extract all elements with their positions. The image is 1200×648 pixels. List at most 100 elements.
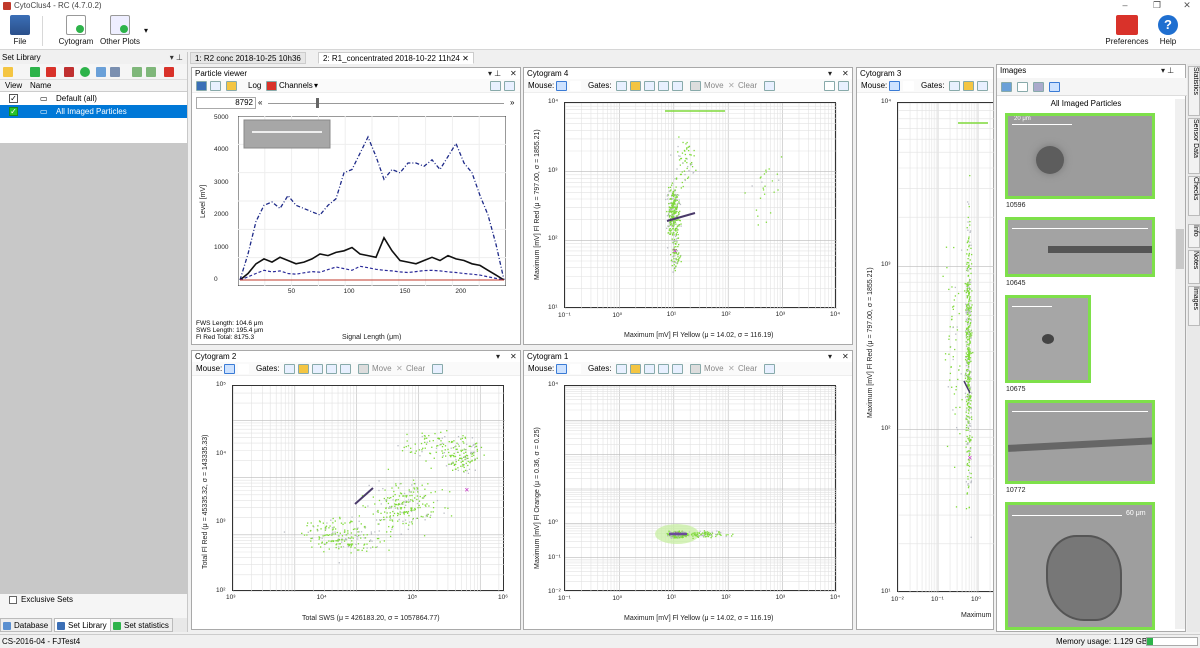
particle-slider[interactable] <box>268 103 504 104</box>
cytogram-button[interactable]: Cytogram <box>56 15 96 46</box>
rectangle-gate-icon[interactable] <box>949 81 960 91</box>
clear-button[interactable]: Clear <box>738 364 758 373</box>
move-down-icon[interactable] <box>146 67 156 77</box>
images-scrollbar[interactable] <box>1175 99 1185 629</box>
log-toggle[interactable]: Log <box>248 81 262 90</box>
panel-menu-icon[interactable]: ▾ <box>828 352 833 361</box>
zoom-icon[interactable] <box>238 364 249 374</box>
set-row-default[interactable]: ✓ ▭ Default (all) <box>9 94 97 103</box>
polygon-gate-icon[interactable] <box>644 81 655 91</box>
freehand-gate-icon[interactable] <box>630 364 641 374</box>
cytogram-2-plot[interactable]: × <box>232 385 505 593</box>
new-set-icon[interactable] <box>3 67 13 77</box>
cytogram-4-plot[interactable]: × <box>564 102 838 310</box>
view-checkbox[interactable]: ✓ <box>9 107 18 116</box>
zoom-icon[interactable] <box>570 81 581 91</box>
range-gate-icon[interactable] <box>672 81 683 91</box>
range-gate-icon[interactable] <box>340 364 351 374</box>
range-gate-icon[interactable] <box>672 364 683 374</box>
list-icon[interactable] <box>110 67 120 77</box>
clear-button[interactable]: Clear <box>738 81 758 90</box>
move-icon[interactable] <box>690 364 701 374</box>
export-icon[interactable] <box>764 81 775 91</box>
file-button[interactable]: File <box>6 15 34 46</box>
print-icon[interactable] <box>210 81 221 91</box>
color-icon[interactable] <box>164 67 174 77</box>
tab-set-library[interactable]: Set Library <box>54 618 111 632</box>
particle-image-10675[interactable] <box>1005 295 1091 383</box>
particle-image-5[interactable]: 60 μm <box>1005 502 1155 630</box>
pointer-icon[interactable] <box>556 81 567 91</box>
polygon-gate-icon[interactable] <box>644 364 655 374</box>
pointer-icon[interactable] <box>224 364 235 374</box>
move-button[interactable]: Move <box>704 364 724 373</box>
signal-plot[interactable] <box>237 115 507 287</box>
channels-menu[interactable]: Channels <box>279 81 313 90</box>
export-icon[interactable] <box>432 364 443 374</box>
particle-image-10645[interactable] <box>1005 217 1155 277</box>
exclusive-sets-checkbox[interactable] <box>9 596 17 604</box>
panel-close-icon[interactable]: ✕ <box>842 352 849 361</box>
grid-icon[interactable] <box>1017 82 1028 92</box>
line-gate-icon[interactable] <box>326 364 337 374</box>
pin-icon[interactable]: ▾ ⊥ <box>169 53 183 62</box>
panel-close-icon[interactable]: ✕ <box>510 69 517 78</box>
delete-multiple-icon[interactable] <box>64 67 74 77</box>
save-icon[interactable] <box>196 81 207 91</box>
panel-close-icon[interactable]: ✕ <box>842 69 849 78</box>
tab-checks[interactable]: Checks <box>1188 176 1200 216</box>
delete-icon[interactable] <box>46 67 56 77</box>
particle-slider-thumb[interactable] <box>316 98 319 108</box>
panel-close-icon[interactable]: ✕ <box>510 352 517 361</box>
prev-particle-button[interactable]: « <box>258 98 263 107</box>
freehand-gate-icon[interactable] <box>963 81 974 91</box>
tab-info[interactable]: Info <box>1188 224 1200 248</box>
images-scrollbar-thumb[interactable] <box>1176 229 1184 269</box>
clear-icon[interactable]: ✕ <box>728 81 735 90</box>
magnify-icon[interactable] <box>824 81 835 91</box>
close-window-button[interactable]: ✕ <box>1183 0 1191 10</box>
add-icon[interactable] <box>30 67 40 77</box>
clear-button[interactable]: Clear <box>406 364 426 373</box>
other-plots-dropdown-icon[interactable]: ▾ <box>143 26 148 35</box>
maximize-button[interactable]: ❐ <box>1152 0 1162 10</box>
line-gate-icon[interactable] <box>658 81 669 91</box>
zoom-icon[interactable] <box>490 81 501 91</box>
rectangle-gate-icon[interactable] <box>616 364 627 374</box>
panel-menu-icon[interactable]: ▾ <box>496 352 501 361</box>
move-button[interactable]: Move <box>372 364 392 373</box>
export-icon[interactable] <box>764 364 775 374</box>
freehand-gate-icon[interactable] <box>298 364 309 374</box>
next-particle-button[interactable]: » <box>510 98 515 107</box>
particle-id-input[interactable]: 8792 <box>196 97 256 109</box>
clear-icon[interactable]: ✕ <box>728 364 735 373</box>
lightning-icon[interactable] <box>226 81 237 91</box>
pointer-icon[interactable] <box>889 81 900 91</box>
tab-document-1[interactable]: 1: R2 conc 2018-10-25 10h36 <box>190 52 306 64</box>
rectangle-gate-icon[interactable] <box>616 81 627 91</box>
user-icon[interactable] <box>1033 82 1044 92</box>
zoom-icon[interactable] <box>570 364 581 374</box>
clear-icon[interactable]: ✕ <box>396 364 403 373</box>
cytogram-1-plot[interactable]: × <box>564 385 838 593</box>
panel-menu-icon[interactable]: ▾ <box>828 69 833 78</box>
line-gate-icon[interactable] <box>658 364 669 374</box>
other-plots-button[interactable]: Other Plots <box>98 15 142 46</box>
minimize-button[interactable]: – <box>1122 0 1128 10</box>
preferences-button[interactable]: Preferences <box>1104 15 1150 46</box>
move-button[interactable]: Move <box>704 81 724 90</box>
image-view-icon[interactable] <box>1001 82 1012 92</box>
tab-sensor-data[interactable]: Sensor Data <box>1188 118 1200 174</box>
particle-image-10596[interactable]: 20 μm <box>1005 113 1155 199</box>
cytogram-3-plot[interactable]: × <box>897 102 1019 594</box>
close-tab-icon[interactable]: ✕ <box>462 54 469 63</box>
pointer-icon[interactable] <box>556 364 567 374</box>
move-icon[interactable] <box>690 81 701 91</box>
tab-statistics[interactable]: Statistics <box>1188 66 1200 116</box>
tab-database[interactable]: Database <box>0 618 53 632</box>
tab-document-2[interactable]: 2: R1_concentrated 2018-10-22 11h24 ✕ <box>318 52 474 64</box>
channels-dropdown-icon[interactable]: ▾ <box>314 81 319 90</box>
settings-icon[interactable] <box>1049 82 1060 92</box>
move-icon[interactable] <box>358 364 369 374</box>
tab-notes[interactable]: Notes <box>1188 250 1200 284</box>
